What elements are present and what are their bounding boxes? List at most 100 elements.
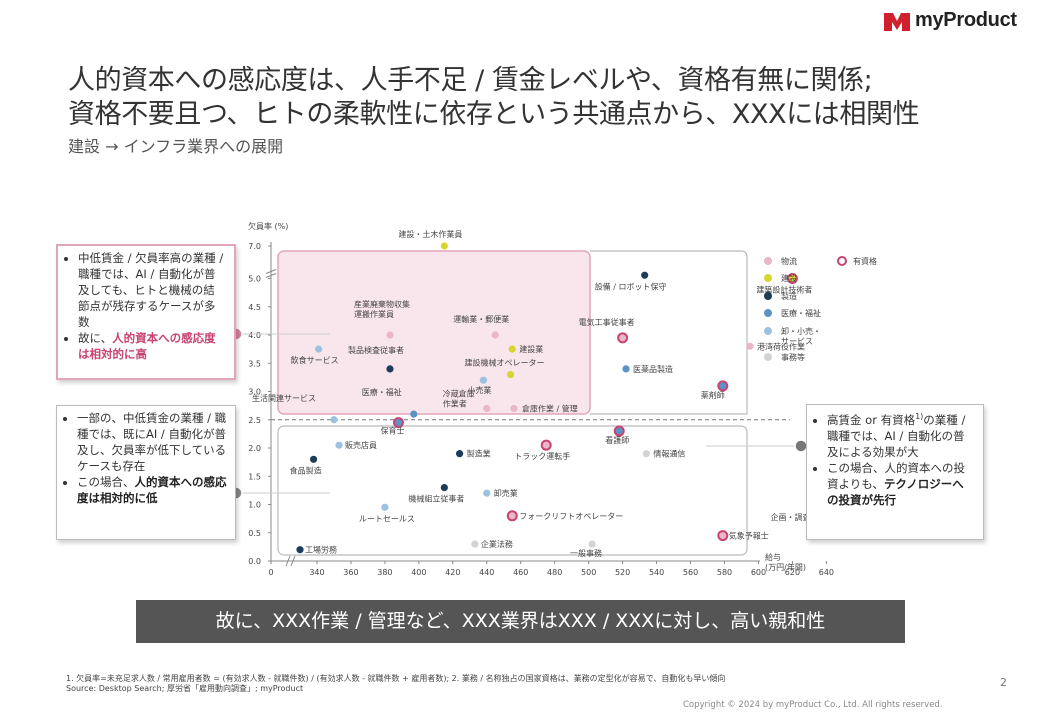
data-point-qualified — [392, 417, 404, 429]
data-point — [483, 404, 491, 413]
callout-tech-bullet-2-emph: テクノロジーへの投資が先行 — [827, 476, 964, 507]
data-label: 倉庫作業 / 管理 — [522, 403, 578, 413]
data-label: 運輸業・郵便業 — [453, 314, 509, 324]
legend-marker — [764, 327, 772, 335]
data-label: 企画・調査 — [770, 512, 810, 522]
callout-low-bullet-2: この場合、人的資本への感応度は相対的に低 — [77, 474, 227, 506]
data-label: ルートセールス — [359, 514, 415, 523]
callout-high-bullet-1: 中低賃金 / 欠員率高の業種 / 職種では、AI / 自動化が普及しても、ヒトと… — [78, 250, 226, 330]
x-tick-label: 400 — [411, 568, 426, 577]
data-point — [510, 404, 518, 413]
data-point — [330, 416, 338, 424]
data-point — [622, 365, 630, 373]
y-tick-label: 5.0 — [248, 275, 261, 284]
data-label: 情報通信 — [653, 449, 685, 459]
x-tick-label: 440 — [479, 568, 494, 577]
x-axis-break — [285, 555, 296, 567]
data-point — [456, 450, 464, 458]
page-subtitle: 建設 → インフラ業界への展開 — [68, 137, 284, 156]
data-label: 医薬品製造 — [633, 364, 673, 374]
data-label: 製造業 — [467, 449, 491, 459]
legend-label: サービス — [781, 337, 813, 346]
data-label: 機械組立従事者 — [408, 494, 464, 504]
data-label: 医療・福祉 — [362, 387, 402, 397]
x-tick-label: 420 — [445, 568, 460, 577]
x-tick-label: 620 — [785, 568, 800, 577]
callout-low-bullet-2-prefix: この場合、 — [77, 475, 135, 489]
data-label: 薬剤師 — [701, 390, 725, 400]
y-tick-label: 1.5 — [248, 472, 261, 481]
data-label: 小売業 — [467, 385, 491, 395]
data-label: 産業廃棄物収集 — [354, 299, 410, 309]
callout-tech-bullet-1-suffix: の業種 / 職種では、AI / 自動化の普及による効果が大 — [827, 412, 966, 459]
data-point-qualified — [506, 510, 518, 522]
brand-name: myProduct — [915, 9, 1017, 31]
data-point — [641, 271, 649, 279]
x-tick-label: 340 — [309, 568, 324, 577]
brand-logo: myProduct — [884, 9, 1017, 32]
data-point-qualified — [617, 332, 629, 344]
callout-tech-footnote-ref: 1) — [915, 412, 924, 421]
data-point — [642, 450, 650, 458]
callout-technology: 高賃金 or 有資格1)の業種 / 職種では、AI / 自動化の普及による効果が… — [806, 404, 984, 540]
data-point — [746, 342, 754, 350]
high-sensitivity-region — [277, 250, 591, 415]
brand-logo-icon — [884, 12, 910, 31]
data-point — [588, 540, 596, 548]
y-axis-title: 欠員率 (%) — [248, 221, 288, 231]
data-label: 建築設計技術者 — [756, 285, 812, 295]
data-point-qualified — [540, 439, 552, 451]
data-point — [335, 441, 343, 449]
x-tick-label: 640 — [819, 568, 834, 577]
callout-tech-bullet-1: 高賃金 or 有資格1)の業種 / 職種では、AI / 自動化の普及による効果が… — [827, 409, 975, 460]
callout-low-bullet-2-emph: 人的資本への感応度は相対的に低 — [77, 475, 227, 505]
legend-marker — [764, 292, 772, 300]
data-label: 卸売業 — [494, 488, 518, 498]
legend-label-qualified: 有資格 — [853, 256, 877, 266]
data-point — [440, 483, 448, 492]
legend-marker — [764, 309, 772, 317]
data-label: 一般事務 — [570, 548, 602, 558]
legend-label: 事務等 — [781, 352, 805, 362]
y-tick-label: 0.5 — [248, 529, 261, 538]
legend-marker — [764, 257, 772, 265]
data-label: 運搬作業員 — [354, 309, 394, 319]
data-label: 工場労務 — [305, 545, 337, 555]
data-point — [440, 242, 448, 250]
page-number: 2 — [1000, 676, 1007, 689]
x-tick-label: 380 — [377, 568, 392, 577]
x-axis-title-line1: 給与 — [765, 552, 781, 562]
x-tick-label: 460 — [513, 568, 528, 577]
y-tick-label: 3.0 — [248, 388, 261, 397]
data-point — [386, 331, 394, 339]
data-label: トラック運転手 — [514, 451, 570, 461]
footnote: 1. 欠員率=未充足求人数 / 常用雇用者数 = (有効求人数 - 就職件数) … — [66, 674, 725, 694]
data-point — [508, 345, 516, 353]
x-tick-label: 540 — [649, 568, 664, 577]
y-axis-break — [265, 269, 277, 278]
legend-label: 医療・福祉 — [781, 308, 821, 318]
legend-label: 物流 — [781, 256, 797, 266]
x-tick-label: 580 — [717, 568, 732, 577]
data-point-qualified — [613, 425, 625, 437]
callout-high-bullet-2: 故に、人的資本への感応度は相対的に高 — [78, 330, 226, 362]
data-label: 港湾荷役作業 — [757, 341, 805, 351]
data-label: 保育士 — [380, 426, 404, 436]
legend-label: 卸・小売・ — [781, 326, 821, 336]
technology-region — [590, 250, 748, 415]
data-point — [471, 540, 479, 548]
y-tick-label: 2.5 — [248, 416, 261, 425]
data-point — [410, 410, 418, 418]
legend-label: 製造 — [781, 291, 797, 301]
x-tick-label: 520 — [615, 568, 630, 577]
data-label: 生活関連サービス — [252, 393, 316, 403]
data-label: 設備 / ロボット保守 — [595, 281, 667, 291]
legend-label: 建設 — [781, 273, 797, 283]
title-line-2: 資格不要且つ、ヒトの柔軟性に依存という共通点から、XXXには相関性 — [68, 99, 920, 130]
data-point-qualified — [717, 530, 729, 542]
data-label: 食品製造 — [290, 465, 322, 475]
data-point — [315, 345, 323, 353]
data-point — [479, 376, 487, 384]
data-point-qualified — [786, 273, 798, 284]
